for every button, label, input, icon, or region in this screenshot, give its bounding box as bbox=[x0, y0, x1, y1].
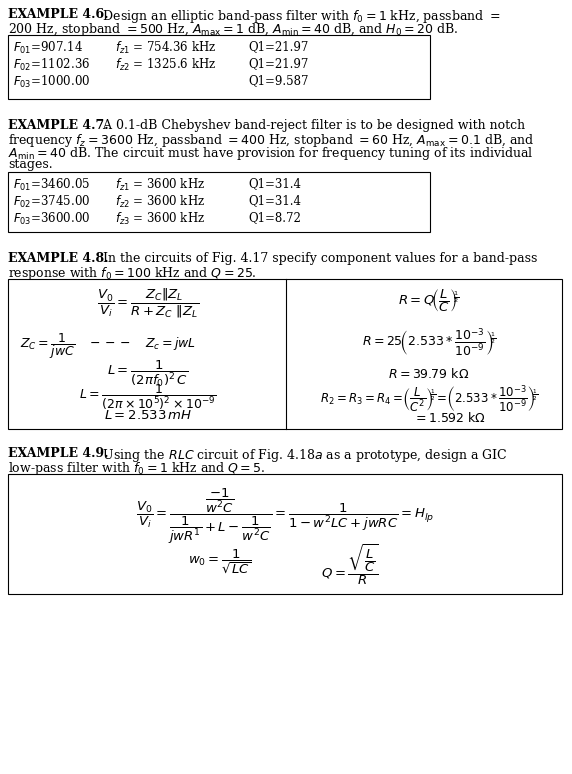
Text: $f_{z2}$ = 3600 kHz: $f_{z2}$ = 3600 kHz bbox=[115, 194, 205, 210]
Text: EXAMPLE 4.6.: EXAMPLE 4.6. bbox=[8, 8, 109, 21]
Text: EXAMPLE 4.7.: EXAMPLE 4.7. bbox=[8, 119, 109, 132]
Text: Q1=31.4: Q1=31.4 bbox=[248, 194, 301, 207]
Text: $f_{z3}$ = 3600 kHz: $f_{z3}$ = 3600 kHz bbox=[115, 211, 205, 227]
Text: A 0.1-dB Chebyshev band-reject filter is to be designed with notch: A 0.1-dB Chebyshev band-reject filter is… bbox=[95, 119, 525, 132]
Bar bbox=[8, 35, 430, 99]
Text: Q1=8.72: Q1=8.72 bbox=[248, 211, 301, 224]
Text: $\dfrac{V_0}{V_i} = \dfrac{Z_C\|Z_L}{R + Z_C\ \|Z_L}$: $\dfrac{V_0}{V_i} = \dfrac{Z_C\|Z_L}{R +… bbox=[97, 287, 199, 320]
Text: Q1=9.587: Q1=9.587 bbox=[248, 74, 308, 87]
Text: Using the $\mathit{RLC}$ circuit of Fig. 4.18$a$ as a prototype, design a GIC: Using the $\mathit{RLC}$ circuit of Fig.… bbox=[95, 447, 508, 464]
Text: $F_{03}$=3600.00: $F_{03}$=3600.00 bbox=[13, 211, 90, 227]
Text: $F_{02}$=1102.36: $F_{02}$=1102.36 bbox=[13, 57, 90, 73]
Text: low-pass filter with $f_0=1$ kHz and $Q=5$.: low-pass filter with $f_0=1$ kHz and $Q=… bbox=[8, 460, 265, 477]
Text: 200 Hz, stopband $=500$ Hz, $A_{\rm max}=1$ dB, $A_{\rm min}=40$ dB, and $H_0=20: 200 Hz, stopband $=500$ Hz, $A_{\rm max}… bbox=[8, 21, 458, 38]
Text: Q1=21.97: Q1=21.97 bbox=[248, 40, 308, 53]
Text: $L = 2.533\,mH$: $L = 2.533\,mH$ bbox=[104, 409, 192, 422]
Text: frequency $f_z=3600$ Hz, passband $=400$ Hz, stopband $=60$ Hz, $A_{\rm max}=0.1: frequency $f_z=3600$ Hz, passband $=400$… bbox=[8, 132, 534, 149]
Text: response with $f_0=100$ kHz and $Q=25$.: response with $f_0=100$ kHz and $Q=25$. bbox=[8, 265, 257, 282]
Text: $R = 25\!\left(2.533 * \dfrac{10^{-3}}{10^{-9}}\right)^{\!\!\frac{1}{2}}$: $R = 25\!\left(2.533 * \dfrac{10^{-3}}{1… bbox=[362, 326, 496, 358]
Text: EXAMPLE 4.8.: EXAMPLE 4.8. bbox=[8, 252, 109, 265]
Text: $f_{z2}$ = 1325.6 kHz: $f_{z2}$ = 1325.6 kHz bbox=[115, 57, 216, 73]
Bar bbox=[8, 172, 430, 232]
Bar bbox=[8, 279, 562, 429]
Text: $F_{01}$=907.14: $F_{01}$=907.14 bbox=[13, 40, 83, 56]
Text: Q1=21.97: Q1=21.97 bbox=[248, 57, 308, 70]
Text: Q1=31.4: Q1=31.4 bbox=[248, 177, 301, 190]
Text: $F_{03}$=1000.00: $F_{03}$=1000.00 bbox=[13, 74, 90, 90]
Text: $f_{z1}$ = 3600 kHz: $f_{z1}$ = 3600 kHz bbox=[115, 177, 205, 193]
Text: $F_{02}$=3745.00: $F_{02}$=3745.00 bbox=[13, 194, 90, 210]
Text: Design an elliptic band-pass filter with $f_0=1$ kHz, passband $=$: Design an elliptic band-pass filter with… bbox=[95, 8, 500, 25]
Bar bbox=[8, 474, 562, 594]
Text: $R_2 = R_3 = R_4 = \!\left(\dfrac{L}{C^2}\right)^{\!\!\frac{1}{2}}\! = \!\left(2: $R_2 = R_3 = R_4 = \!\left(\dfrac{L}{C^2… bbox=[320, 384, 538, 416]
Text: $L = \dfrac{1}{(2\pi \times 10^5)^2 \times 10^{-9}}$: $L = \dfrac{1}{(2\pi \times 10^5)^2 \tim… bbox=[80, 383, 217, 412]
Text: $R = 39.79\ \mathrm{k}\Omega$: $R = 39.79\ \mathrm{k}\Omega$ bbox=[388, 367, 470, 381]
Text: $F_{01}$=3460.05: $F_{01}$=3460.05 bbox=[13, 177, 90, 193]
Text: $Q = \dfrac{\sqrt{\dfrac{L}{C}}}{R}$: $Q = \dfrac{\sqrt{\dfrac{L}{C}}}{R}$ bbox=[321, 542, 379, 587]
Text: $A_{\rm min}=40$ dB. The circuit must have provision for frequency tuning of its: $A_{\rm min}=40$ dB. The circuit must ha… bbox=[8, 145, 534, 162]
Text: $R = Q\!\left(\dfrac{L}{C}\right)^{\!\!\frac{1}{2}}$: $R = Q\!\left(\dfrac{L}{C}\right)^{\!\!\… bbox=[398, 287, 460, 314]
Text: EXAMPLE 4.9.: EXAMPLE 4.9. bbox=[8, 447, 109, 460]
Text: In the circuits of Fig. 4.17 specify component values for a band-pass: In the circuits of Fig. 4.17 specify com… bbox=[95, 252, 537, 265]
Text: $\dfrac{V_0}{V_i} = \dfrac{\dfrac{-1}{w^2C}}{\dfrac{1}{jwR^1} + L - \dfrac{1}{w^: $\dfrac{V_0}{V_i} = \dfrac{\dfrac{-1}{w^… bbox=[136, 486, 434, 546]
Text: $L = \dfrac{1}{(2\pi f_0)^2\,C}$: $L = \dfrac{1}{(2\pi f_0)^2\,C}$ bbox=[108, 359, 189, 389]
Text: $f_{z1}$ = 754.36 kHz: $f_{z1}$ = 754.36 kHz bbox=[115, 40, 216, 56]
Text: $Z_C = \dfrac{1}{jwC}\ \ \ ---\ \ \ Z_c = jwL$: $Z_C = \dfrac{1}{jwC}\ \ \ ---\ \ \ Z_c … bbox=[20, 331, 196, 361]
Text: $w_0 = \dfrac{1}{\sqrt{LC}}$: $w_0 = \dfrac{1}{\sqrt{LC}}$ bbox=[188, 548, 252, 577]
Text: $= 1.592\ \mathrm{k}\Omega$: $= 1.592\ \mathrm{k}\Omega$ bbox=[412, 411, 485, 425]
Text: stages.: stages. bbox=[8, 158, 53, 171]
